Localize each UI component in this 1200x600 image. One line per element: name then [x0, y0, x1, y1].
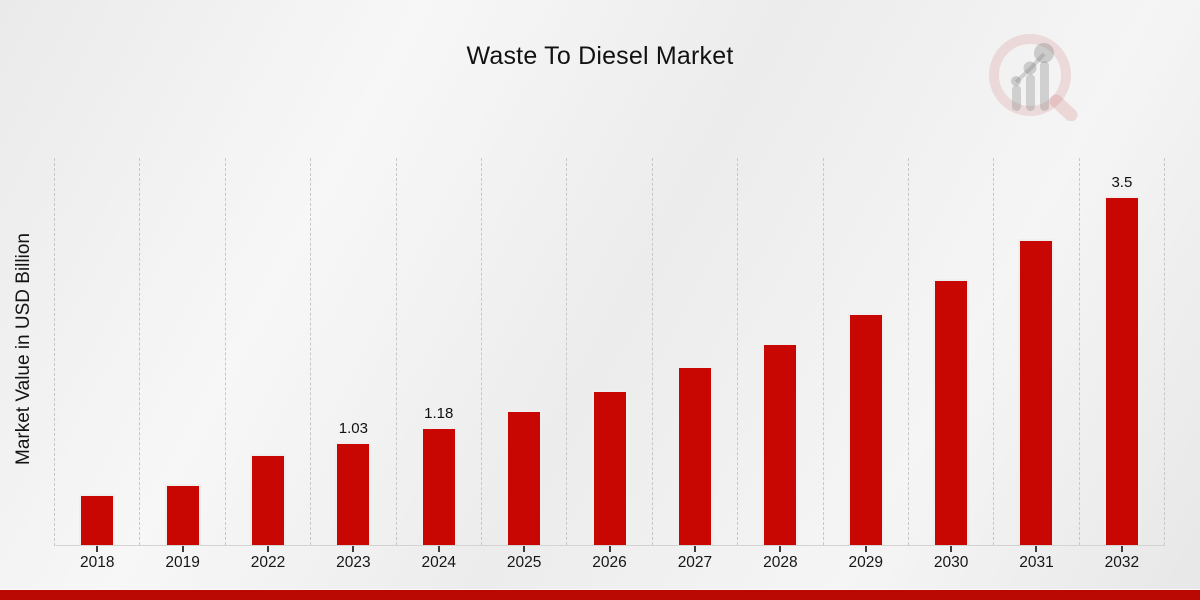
bar-2027: [676, 366, 713, 545]
x-tick-label-2019: 2019: [165, 554, 200, 571]
plot-area: 2018 2019 2022 1.03 2023 1.18 2024 2025 2026 2027…: [54, 158, 1166, 571]
bar-value-label-2024: 1.18: [424, 405, 454, 422]
bar-group-2030: 2030: [909, 158, 995, 571]
bar-group-2031: 2031: [994, 158, 1080, 571]
x-axis-tick: [1120, 546, 1123, 552]
bar-2031: [1018, 239, 1055, 545]
x-tick-label-2023: 2023: [336, 554, 371, 571]
bar-2026: [591, 390, 628, 545]
bar-2024: [420, 427, 457, 545]
bar-group-2024: 1.18 2024: [397, 158, 482, 571]
bar-2023: [335, 442, 372, 545]
bar-group-2022: 2022: [226, 158, 312, 571]
bar-group-2019: 2019: [140, 158, 226, 571]
x-axis-tick: [181, 546, 184, 552]
bar-group-2026: 2026: [567, 158, 653, 571]
x-axis-tick: [437, 546, 440, 552]
x-tick-label-2032: 2032: [1104, 554, 1140, 571]
bar-value-label-2032: 3.5: [1111, 174, 1133, 191]
x-axis-tick: [608, 546, 611, 552]
bar-group-2029: 2029: [824, 158, 909, 571]
x-tick-label-2028: 2028: [763, 554, 798, 571]
x-tick-label-2030: 2030: [933, 554, 969, 571]
x-axis-tick: [1035, 546, 1038, 552]
y-axis-label: Market Value in USD Billion: [13, 233, 34, 465]
x-tick-label-2018: 2018: [79, 554, 115, 571]
x-tick-label-2022: 2022: [250, 554, 286, 571]
bar-2032: [1103, 196, 1140, 545]
x-tick-label-2031: 2031: [1019, 554, 1054, 571]
bar-2025: [506, 410, 543, 545]
x-axis-tick: [96, 546, 99, 552]
x-tick-label-2025: 2025: [506, 554, 542, 571]
x-tick-label-2027: 2027: [677, 554, 713, 571]
bar-2028: [762, 343, 799, 545]
x-axis-tick: [266, 546, 269, 552]
bar-2019: [164, 484, 201, 545]
chart-title: Waste To Diesel Market: [466, 42, 734, 70]
bar-2022: [249, 454, 286, 545]
magnifier-bar-chart-logo-icon: [989, 34, 1078, 121]
x-tick-label-2029: 2029: [848, 554, 883, 571]
bar-group-2018: 2018: [55, 158, 141, 571]
x-axis-tick: [864, 546, 867, 552]
bar-2018: [79, 494, 116, 545]
bottom-accent-strip: [0, 589, 1200, 600]
bar-group-2028: 2028: [738, 158, 824, 571]
x-axis-tick: [523, 546, 526, 552]
bar-group-2025: 2025: [482, 158, 568, 571]
bar-value-label-2023: 1.03: [338, 420, 368, 437]
bar-group-2023: 1.03 2023: [311, 158, 397, 571]
x-axis-tick: [779, 546, 782, 552]
x-axis-tick: [693, 546, 696, 552]
x-tick-label-2026: 2026: [592, 554, 627, 571]
bar-group-2032: 3.5 2032: [1080, 158, 1166, 571]
bar-group-2027: 2027: [653, 158, 739, 571]
x-axis-tick: [352, 546, 355, 552]
bar-2029: [847, 313, 884, 545]
x-tick-label-2024: 2024: [421, 554, 456, 571]
bar-2030: [933, 279, 970, 545]
x-axis-tick: [950, 546, 953, 552]
